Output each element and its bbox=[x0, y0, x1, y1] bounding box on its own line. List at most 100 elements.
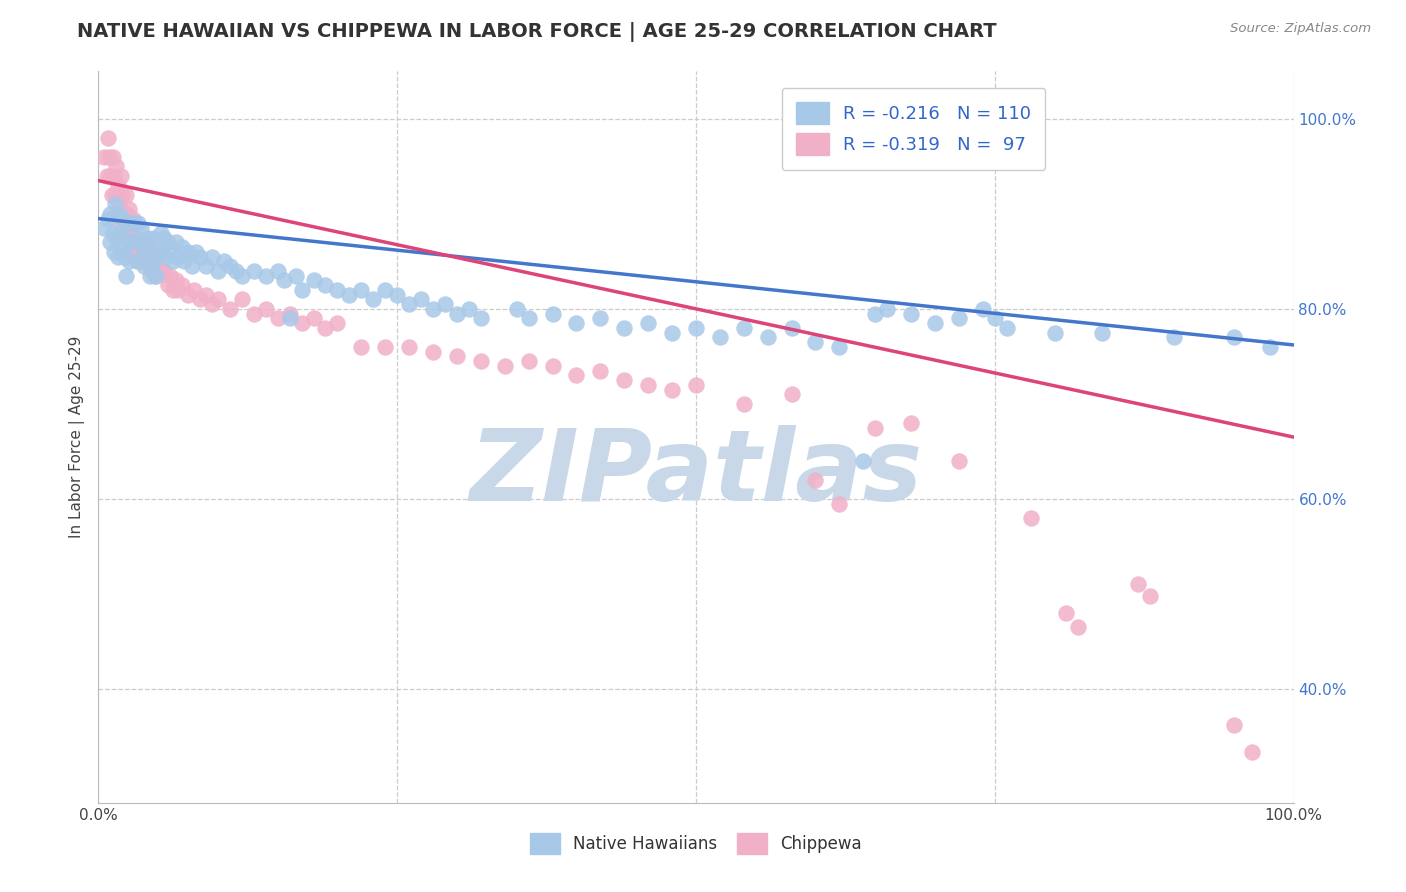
Point bbox=[865, 420, 887, 434]
Point bbox=[139, 244, 162, 259]
Point bbox=[733, 397, 755, 411]
Point bbox=[124, 230, 146, 244]
Point bbox=[167, 250, 190, 264]
Point bbox=[446, 307, 468, 321]
Point bbox=[446, 349, 468, 363]
Point bbox=[183, 283, 205, 297]
Point bbox=[350, 283, 373, 297]
Point bbox=[1091, 326, 1114, 340]
Point bbox=[1128, 577, 1150, 591]
Point bbox=[780, 321, 803, 335]
Point bbox=[108, 226, 131, 240]
Point bbox=[120, 235, 142, 250]
Point bbox=[150, 244, 173, 259]
Point bbox=[100, 187, 122, 202]
Point bbox=[156, 278, 179, 293]
Point bbox=[138, 250, 160, 264]
Point bbox=[900, 307, 922, 321]
Point bbox=[110, 169, 132, 183]
Point bbox=[141, 259, 163, 273]
Point bbox=[104, 187, 127, 202]
Point bbox=[374, 283, 396, 297]
Point bbox=[756, 330, 779, 344]
Point bbox=[131, 235, 153, 250]
Point bbox=[117, 244, 139, 259]
Point bbox=[315, 321, 337, 335]
Point bbox=[506, 301, 529, 316]
Point bbox=[148, 244, 170, 259]
Point bbox=[733, 321, 755, 335]
Point bbox=[122, 211, 145, 226]
Point bbox=[207, 264, 229, 278]
Point bbox=[132, 259, 155, 273]
Point bbox=[188, 293, 211, 307]
Point bbox=[124, 250, 146, 264]
Point bbox=[165, 273, 187, 287]
Point bbox=[661, 326, 683, 340]
Point bbox=[613, 373, 636, 387]
Point bbox=[398, 340, 420, 354]
Point bbox=[589, 363, 612, 377]
Point bbox=[291, 316, 314, 330]
Point bbox=[142, 250, 165, 264]
Point bbox=[995, 321, 1018, 335]
Point bbox=[470, 354, 492, 368]
Point bbox=[177, 287, 200, 301]
Point bbox=[804, 335, 827, 350]
Point bbox=[129, 254, 152, 268]
Point bbox=[302, 273, 325, 287]
Point bbox=[780, 387, 803, 401]
Point bbox=[284, 268, 307, 283]
Point bbox=[101, 150, 124, 164]
Point bbox=[541, 359, 564, 373]
Point bbox=[117, 235, 139, 250]
Point bbox=[219, 301, 242, 316]
Point bbox=[104, 197, 127, 211]
Point bbox=[159, 240, 181, 254]
Point bbox=[273, 273, 295, 287]
Point bbox=[107, 250, 129, 264]
Point bbox=[125, 230, 148, 244]
Point bbox=[114, 250, 136, 264]
Point bbox=[254, 268, 277, 283]
Point bbox=[127, 250, 149, 264]
Point bbox=[165, 235, 187, 250]
Point bbox=[172, 240, 194, 254]
Point bbox=[212, 254, 235, 268]
Point bbox=[173, 254, 195, 268]
Point bbox=[131, 221, 153, 235]
Point bbox=[115, 216, 138, 230]
Point bbox=[565, 368, 588, 383]
Point bbox=[121, 240, 143, 254]
Point bbox=[565, 316, 588, 330]
Point bbox=[110, 244, 132, 259]
Point bbox=[149, 264, 172, 278]
Point bbox=[159, 268, 181, 283]
Point bbox=[434, 297, 457, 311]
Point bbox=[685, 377, 707, 392]
Point bbox=[1223, 718, 1246, 732]
Point bbox=[828, 340, 851, 354]
Point bbox=[219, 259, 242, 273]
Point bbox=[186, 244, 208, 259]
Point bbox=[98, 207, 122, 221]
Point bbox=[135, 250, 157, 264]
Point bbox=[613, 321, 636, 335]
Point bbox=[685, 321, 707, 335]
Point bbox=[97, 211, 120, 226]
Point bbox=[138, 240, 160, 254]
Point bbox=[254, 301, 277, 316]
Point bbox=[162, 254, 184, 268]
Point bbox=[637, 316, 659, 330]
Y-axis label: In Labor Force | Age 25-29: In Labor Force | Age 25-29 bbox=[69, 336, 84, 538]
Point bbox=[107, 207, 129, 221]
Point bbox=[127, 216, 149, 230]
Point bbox=[135, 235, 157, 250]
Point bbox=[278, 307, 301, 321]
Point bbox=[93, 221, 115, 235]
Point bbox=[828, 497, 851, 511]
Point bbox=[326, 283, 349, 297]
Point bbox=[107, 197, 129, 211]
Point bbox=[422, 344, 444, 359]
Point bbox=[1163, 330, 1185, 344]
